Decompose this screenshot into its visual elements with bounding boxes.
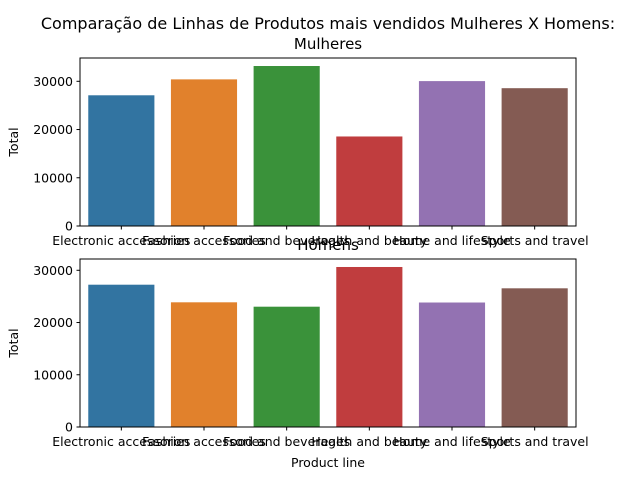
y-tick-label: 0: [65, 219, 73, 234]
chart-title-mulheres: Mulheres: [294, 35, 362, 53]
y-tick-label: 0: [65, 420, 73, 435]
chart-title-homens: Homens: [297, 236, 359, 254]
bar-home-and-lifestyle: [418, 302, 486, 427]
x-tick-label: Fashion accessories: [142, 233, 266, 248]
bar-fashion-accessories: [170, 79, 238, 227]
x-tick-label: Electronic accessories: [52, 233, 190, 248]
y-axis-label-mulheres: Total: [6, 127, 21, 157]
x-tick-label: Sports and travel: [481, 233, 589, 248]
y-tick-label: 10000: [33, 367, 73, 382]
bar-health-and-beauty: [336, 136, 403, 226]
bar-sports-and-travel: [501, 88, 568, 226]
bar-fashion-accessories: [170, 302, 238, 427]
y-tick-label: 10000: [33, 170, 73, 185]
chart-homens: Homens 0 10000 20000 30000 Electronic acces…: [6, 236, 589, 470]
x-axis-label-homens: Product line: [291, 455, 365, 470]
x-tick-label: Home and lifestyle: [393, 434, 511, 449]
x-tick-label: Health and beauty: [311, 434, 428, 449]
x-tick-label: Electronic accessories: [52, 434, 190, 449]
bars-mulheres: [88, 66, 568, 227]
y-tick-label: 30000: [33, 74, 73, 89]
bar-home-and-lifestyle: [418, 81, 486, 226]
x-tick-label: Food and beverages: [223, 233, 350, 248]
bar-food-and-beverages: [253, 66, 320, 226]
bar-health-and-beauty: [336, 266, 403, 427]
y-axis-label-homens: Total: [6, 328, 21, 358]
y-ticks-homens: 0 10000 20000 30000: [33, 263, 80, 435]
y-tick-label: 20000: [33, 122, 73, 137]
x-tick-label: Fashion accessories: [142, 434, 266, 449]
bar-sports-and-travel: [501, 288, 568, 427]
figure-title: Comparação de Linhas de Produtos mais ve…: [41, 14, 615, 33]
x-tick-label: Home and lifestyle: [393, 233, 511, 248]
x-tick-label: Health and beauty: [311, 233, 428, 248]
x-tick-label: Food and beverages: [223, 434, 350, 449]
axes-frame-mulheres: [79, 57, 577, 227]
y-tick-label: 30000: [33, 263, 73, 278]
bar-food-and-beverages: [253, 306, 320, 427]
bar-electronic-accessories: [88, 95, 155, 226]
x-tick-label: Sports and travel: [481, 434, 589, 449]
bars-homens: [88, 266, 568, 427]
y-ticks-mulheres: 0 10000 20000 30000: [33, 74, 80, 234]
y-tick-label: 20000: [33, 315, 73, 330]
axes-frame-homens: [79, 258, 577, 428]
bar-electronic-accessories: [88, 284, 155, 427]
chart-mulheres: Mulheres 0 10000 20000 30000 Electronic acc…: [6, 35, 589, 248]
